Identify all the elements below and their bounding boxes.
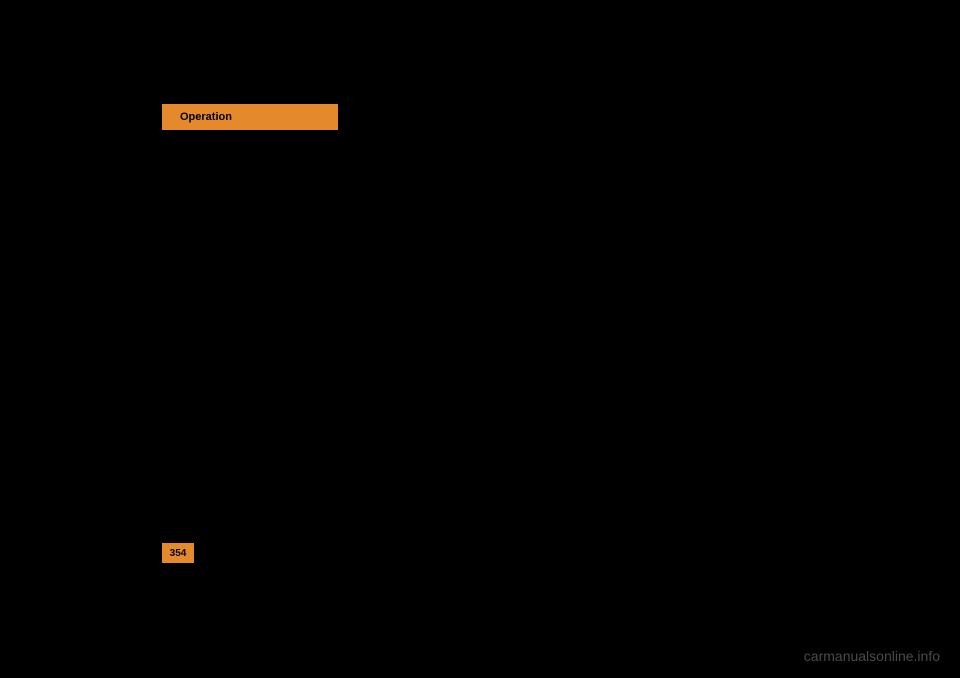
header-bar: Operation xyxy=(162,104,338,130)
page-number: 354 xyxy=(170,548,187,559)
page-number-box: 354 xyxy=(162,543,194,563)
watermark: carmanualsonline.info xyxy=(804,648,940,664)
header-title: Operation xyxy=(180,111,232,123)
